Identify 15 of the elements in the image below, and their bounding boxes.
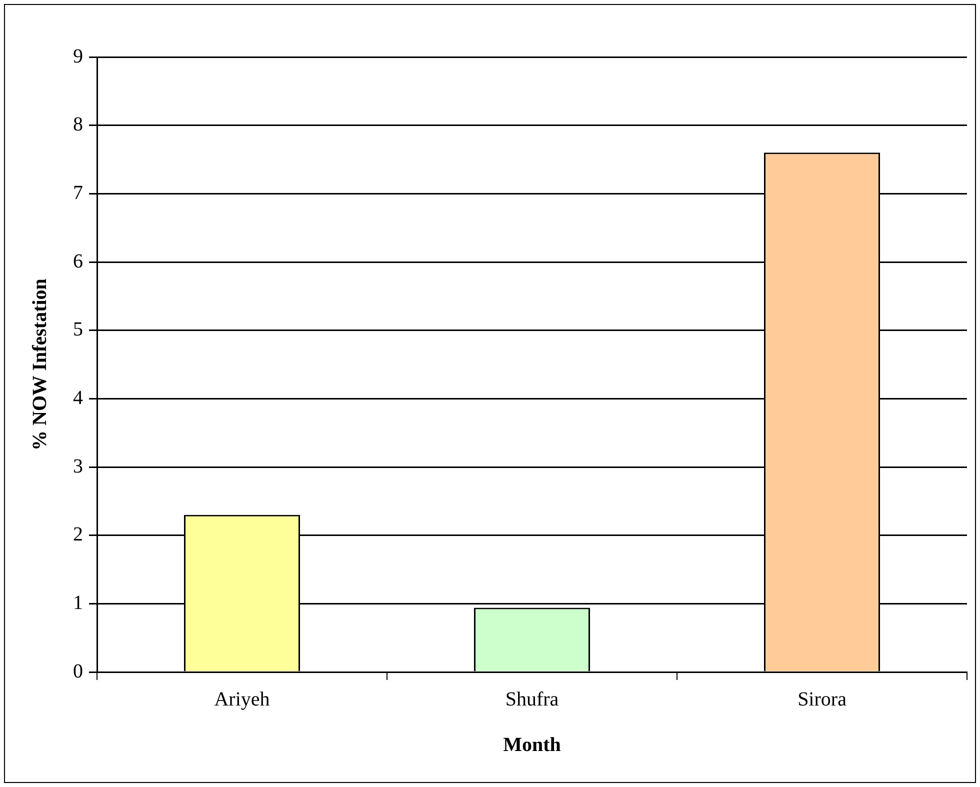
y-tick-label: 8 xyxy=(73,114,83,136)
x-axis-title: Month xyxy=(503,734,561,756)
y-tick-label: 0 xyxy=(73,660,83,682)
y-tick-label: 3 xyxy=(73,455,83,478)
y-tick-label: 9 xyxy=(73,45,83,68)
x-tick-label: Shufra xyxy=(505,688,559,710)
y-tick-label: 4 xyxy=(73,386,83,409)
x-tick-label: Sirora xyxy=(798,688,847,710)
y-axis-title: % NOW Infestation xyxy=(29,278,52,450)
y-tick-label: 7 xyxy=(73,182,83,204)
y-tick-label: 1 xyxy=(73,592,83,614)
y-tick-label: 5 xyxy=(73,318,83,341)
x-tick-label: Ariyeh xyxy=(214,688,270,710)
y-tick-label: 2 xyxy=(73,524,83,546)
y-tick-label: 6 xyxy=(73,250,83,272)
